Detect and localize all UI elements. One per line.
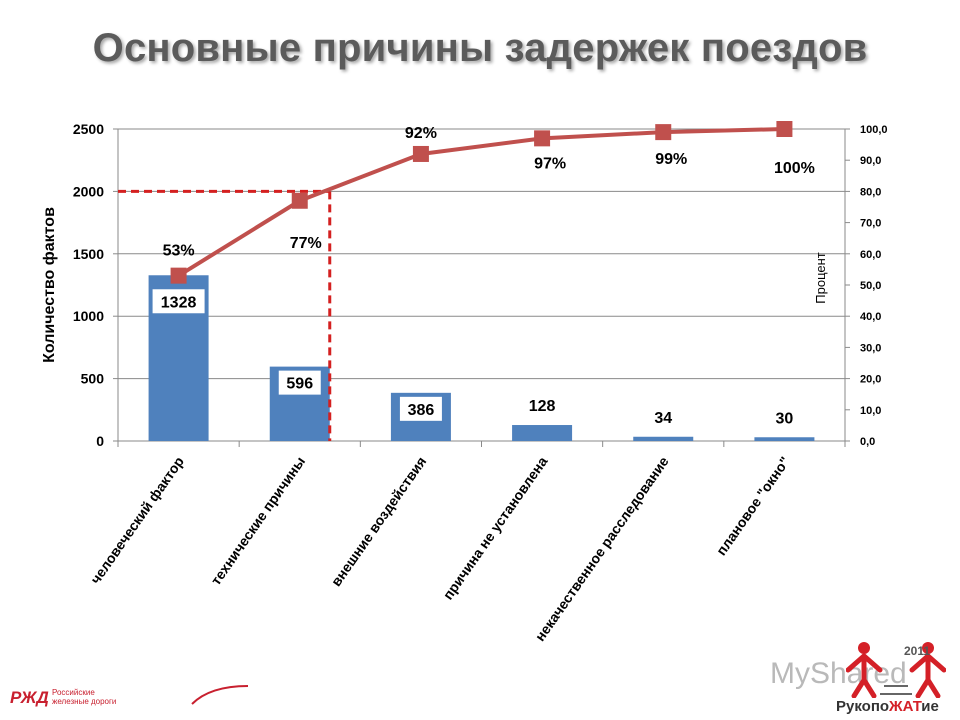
rzd-logo: РЖД: [8, 686, 52, 708]
bar: [633, 436, 694, 441]
rzd-swoosh: [191, 685, 249, 705]
y2-tick-label: 0,0: [860, 436, 875, 448]
event-logo: [846, 642, 946, 698]
cumulative-point: [655, 124, 672, 141]
cumulative-point: [291, 192, 308, 209]
y2-tick-label: 10,0: [860, 405, 881, 417]
y-tick-label: 2000: [73, 183, 104, 199]
value-label: 128: [529, 398, 556, 415]
cumulative-point: [776, 121, 793, 137]
value-label: 596: [286, 376, 313, 393]
watermark-text: MyShared: [770, 657, 907, 690]
y-axis-title: Количество фактов: [41, 207, 58, 363]
rzd-logo-text: РЖД: [10, 688, 49, 707]
value-label: 1328: [161, 294, 197, 311]
category-label: технические причины: [207, 454, 308, 588]
y-tick-label: 0: [96, 433, 104, 449]
value-label: 34: [654, 410, 672, 427]
value-label-box: [278, 370, 321, 395]
y2-tick-label: 40,0: [860, 311, 881, 323]
value-label-box: [399, 396, 442, 421]
percent-label: 97%: [534, 155, 566, 172]
cumulative-line: [177, 127, 785, 278]
value-label-box: [152, 289, 205, 314]
y2-tick-label: 30,0: [860, 342, 881, 354]
category-label: плановое "окно": [713, 454, 793, 559]
y2-tick-label: 80,0: [860, 186, 881, 198]
y2-axis-title: Процент: [813, 252, 828, 304]
percent-label: 92%: [405, 125, 437, 142]
y-tick-label: 1500: [73, 246, 104, 262]
category-label: внешние воздействия: [328, 454, 430, 590]
bar: [512, 425, 573, 441]
value-label: 30: [776, 410, 794, 427]
rzd-caption: Российские железные дороги: [52, 688, 117, 706]
cumulative-point: [170, 267, 187, 284]
y2-tick-label: 70,0: [860, 218, 881, 230]
event-name: РукопоЖАТие: [836, 698, 939, 715]
bar: [754, 437, 815, 441]
category-label: некачественное расследование: [532, 453, 672, 644]
event-year: 2011: [904, 644, 931, 658]
cumulative-point: [412, 145, 429, 162]
page-title: Основные причины задержек поездов: [92, 26, 868, 70]
y-tick-label: 1000: [73, 308, 104, 324]
event-name-a: Рукопо: [836, 698, 890, 715]
percent-label: 99%: [655, 151, 687, 168]
percent-label: 100%: [774, 160, 815, 177]
percent-label: 77%: [290, 235, 322, 252]
value-label: 386: [408, 402, 435, 419]
category-label: человеческий фактор: [87, 454, 187, 587]
y2-tick-label: 90,0: [860, 155, 881, 167]
y2-tick-label: 60,0: [860, 249, 881, 261]
watermark: MyShared: [770, 657, 907, 691]
cumulative-point: [534, 130, 551, 147]
event-name-b: ЖАТ: [889, 698, 922, 715]
category-label: причина не установлена: [440, 453, 551, 602]
percent-label: 53%: [163, 243, 195, 260]
y2-tick-label: 20,0: [860, 374, 881, 386]
y2-tick-label: 50,0: [860, 280, 881, 292]
event-name-c: ие: [921, 698, 939, 715]
y2-tick-label: 100,0: [860, 124, 888, 136]
y-tick-label: 2500: [73, 121, 104, 137]
y-tick-label: 500: [81, 371, 105, 387]
